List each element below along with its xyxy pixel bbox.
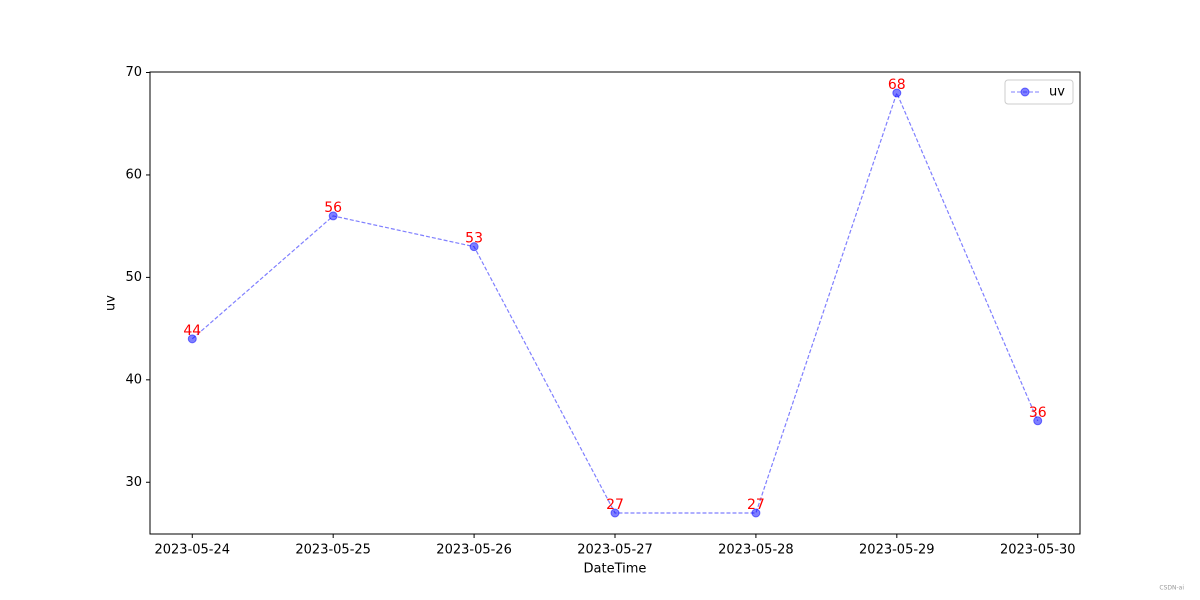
- series-line: [191, 91, 1039, 514]
- x-tick-label: 2023-05-29: [859, 543, 935, 558]
- point: [610, 508, 620, 518]
- legend-marker: [1020, 87, 1030, 97]
- point: [187, 334, 197, 344]
- point: [751, 508, 761, 518]
- data-label: 27: [747, 497, 765, 513]
- data-label: 27: [606, 497, 624, 513]
- data-label: 53: [465, 231, 483, 247]
- y-axis-label: uv: [104, 295, 119, 311]
- x-tick-label: 2023-05-28: [718, 543, 794, 558]
- point: [892, 88, 902, 98]
- point: [469, 242, 479, 252]
- y-tick-label: 70: [125, 65, 142, 80]
- point: [1033, 416, 1043, 426]
- x-tick-label: 2023-05-30: [1000, 543, 1076, 558]
- x-axis-label: DateTime: [584, 562, 647, 577]
- y-tick-label: 30: [125, 475, 142, 490]
- x-tick-label: 2023-05-25: [295, 543, 371, 558]
- x-tick-label: 2023-05-26: [436, 543, 512, 558]
- legend-label: uv: [1049, 85, 1065, 100]
- data-label: 56: [324, 200, 342, 216]
- y-tick-label: 50: [125, 270, 142, 285]
- y-tick-label: 40: [125, 372, 142, 387]
- x-tick-label: 2023-05-27: [577, 543, 653, 558]
- point: [328, 211, 338, 221]
- plot-frame: [149, 71, 1081, 535]
- data-label: 36: [1029, 405, 1047, 421]
- data-label: 44: [183, 323, 201, 339]
- x-tick-label: 2023-05-24: [154, 543, 230, 558]
- data-label: 68: [888, 77, 906, 93]
- watermark: CSDN-ai: [1159, 585, 1184, 592]
- y-tick-label: 60: [125, 167, 142, 182]
